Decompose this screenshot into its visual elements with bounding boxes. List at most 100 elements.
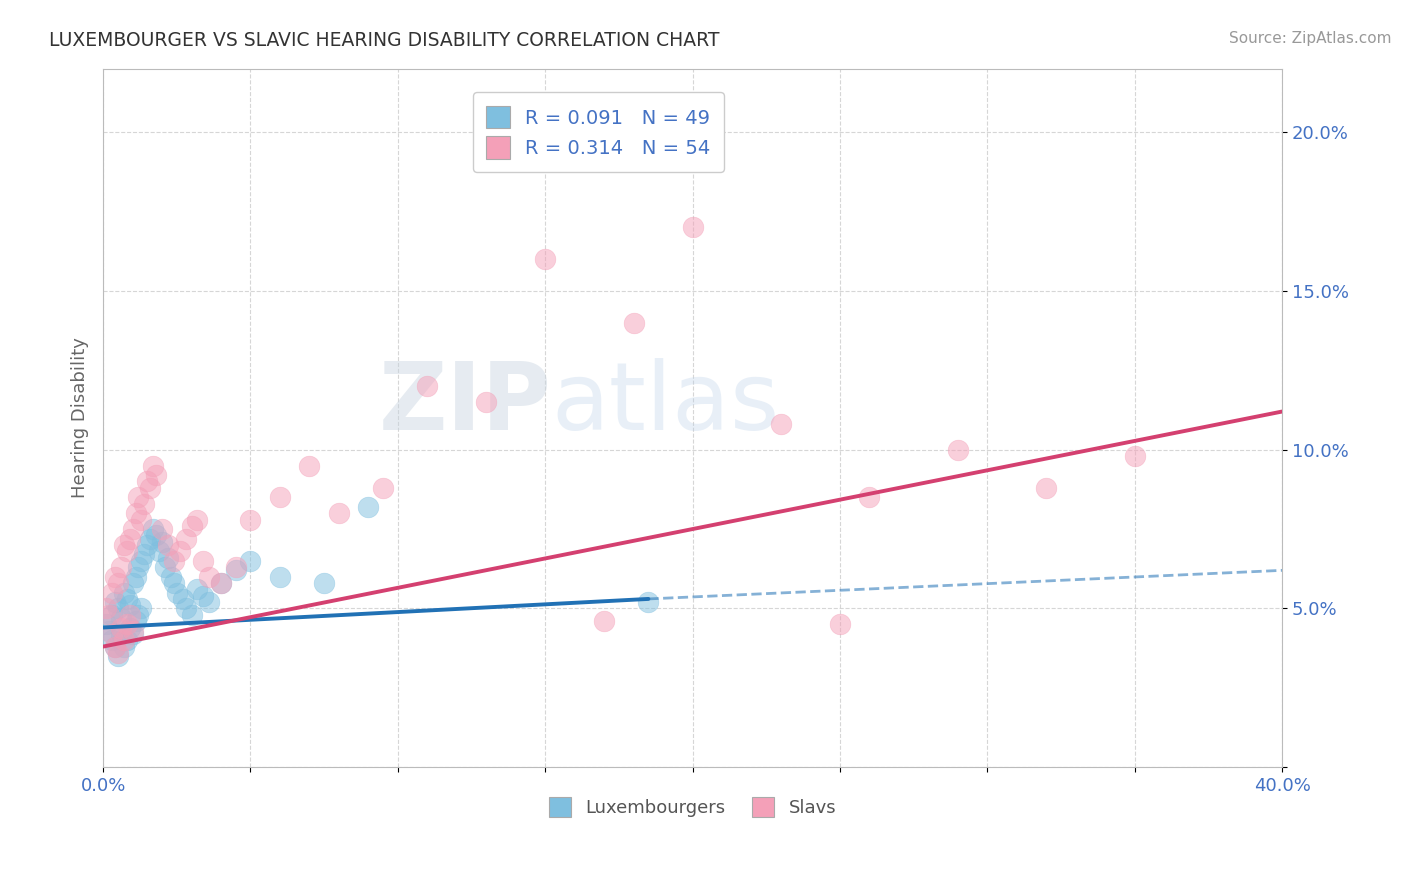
Legend: Luxembourgers, Slavs: Luxembourgers, Slavs bbox=[541, 789, 844, 824]
Point bbox=[946, 442, 969, 457]
Point bbox=[115, 544, 138, 558]
Text: ZIP: ZIP bbox=[378, 358, 551, 450]
Point bbox=[225, 560, 247, 574]
Point bbox=[136, 475, 159, 489]
Point bbox=[357, 500, 380, 514]
Point bbox=[107, 576, 129, 591]
Text: LUXEMBOURGER VS SLAVIC HEARING DISABILITY CORRELATION CHART: LUXEMBOURGER VS SLAVIC HEARING DISABILIT… bbox=[49, 31, 720, 50]
Point bbox=[193, 554, 215, 568]
Point bbox=[160, 570, 183, 584]
Point bbox=[128, 491, 150, 505]
Point bbox=[169, 544, 191, 558]
Point bbox=[101, 627, 124, 641]
Point bbox=[131, 601, 153, 615]
Point bbox=[136, 538, 159, 552]
Point bbox=[98, 607, 121, 622]
Point bbox=[110, 560, 132, 574]
Point bbox=[209, 576, 232, 591]
Point bbox=[142, 522, 165, 536]
Point bbox=[121, 627, 143, 641]
Point bbox=[416, 379, 439, 393]
Point bbox=[239, 512, 262, 526]
Point bbox=[186, 582, 208, 597]
Point bbox=[118, 607, 141, 622]
Point bbox=[112, 585, 135, 599]
Point bbox=[104, 640, 127, 654]
Point bbox=[1123, 449, 1146, 463]
Text: atlas: atlas bbox=[551, 358, 779, 450]
Point bbox=[112, 633, 135, 648]
Point bbox=[145, 528, 167, 542]
Point bbox=[180, 607, 202, 622]
Text: Source: ZipAtlas.com: Source: ZipAtlas.com bbox=[1229, 31, 1392, 46]
Point bbox=[298, 458, 321, 473]
Point bbox=[156, 550, 179, 565]
Point bbox=[269, 570, 291, 584]
Point bbox=[110, 627, 132, 641]
Point bbox=[124, 570, 146, 584]
Point bbox=[770, 417, 793, 432]
Point bbox=[225, 563, 247, 577]
Point bbox=[150, 522, 173, 536]
Point bbox=[115, 591, 138, 606]
Point bbox=[193, 589, 215, 603]
Point bbox=[269, 491, 291, 505]
Point bbox=[115, 617, 138, 632]
Point bbox=[150, 534, 173, 549]
Point bbox=[121, 624, 143, 638]
Point bbox=[112, 640, 135, 654]
Point bbox=[174, 532, 197, 546]
Point bbox=[110, 620, 132, 634]
Point bbox=[104, 570, 127, 584]
Point bbox=[128, 560, 150, 574]
Point bbox=[828, 617, 851, 632]
Point bbox=[115, 633, 138, 648]
Point bbox=[131, 554, 153, 568]
Point bbox=[593, 614, 616, 628]
Point bbox=[94, 617, 117, 632]
Point bbox=[121, 522, 143, 536]
Point bbox=[186, 512, 208, 526]
Point bbox=[682, 220, 704, 235]
Point bbox=[134, 497, 156, 511]
Point bbox=[163, 576, 186, 591]
Point bbox=[131, 512, 153, 526]
Point bbox=[110, 611, 132, 625]
Point bbox=[156, 538, 179, 552]
Point bbox=[153, 560, 176, 574]
Point bbox=[101, 585, 124, 599]
Y-axis label: Hearing Disability: Hearing Disability bbox=[72, 337, 89, 499]
Point bbox=[142, 458, 165, 473]
Point bbox=[107, 601, 129, 615]
Point bbox=[128, 607, 150, 622]
Point bbox=[107, 649, 129, 664]
Point bbox=[198, 595, 221, 609]
Point bbox=[623, 316, 645, 330]
Point bbox=[475, 395, 498, 409]
Point bbox=[166, 585, 188, 599]
Point bbox=[328, 506, 350, 520]
Point bbox=[139, 481, 162, 495]
Point bbox=[145, 468, 167, 483]
Point bbox=[107, 646, 129, 660]
Point bbox=[534, 252, 557, 266]
Point bbox=[101, 607, 124, 622]
Point bbox=[637, 595, 659, 609]
Point bbox=[98, 624, 121, 638]
Point bbox=[209, 576, 232, 591]
Point bbox=[139, 532, 162, 546]
Point bbox=[134, 548, 156, 562]
Point bbox=[1035, 481, 1057, 495]
Point bbox=[118, 532, 141, 546]
Point bbox=[172, 591, 194, 606]
Point bbox=[858, 491, 880, 505]
Point bbox=[371, 481, 394, 495]
Point bbox=[124, 506, 146, 520]
Point bbox=[104, 640, 127, 654]
Point bbox=[163, 554, 186, 568]
Point bbox=[118, 620, 141, 634]
Point bbox=[101, 633, 124, 648]
Point bbox=[124, 614, 146, 628]
Point bbox=[180, 519, 202, 533]
Point bbox=[112, 538, 135, 552]
